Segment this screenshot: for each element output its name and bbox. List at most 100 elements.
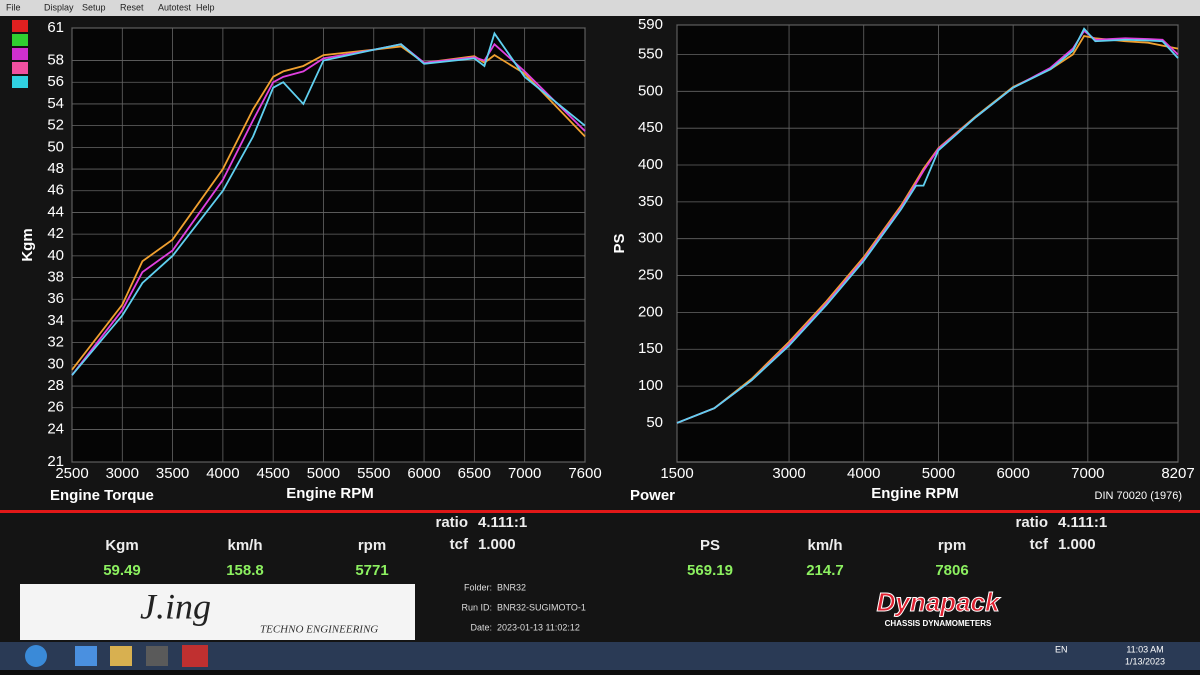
menu-item[interactable]: Reset [120,2,144,12]
readout-label: PS [700,537,720,554]
x-tick-label: 3500 [156,465,189,482]
taskbar [0,642,1200,670]
y-tick-label: 450 [638,119,663,136]
x-tick-label: 4000 [206,465,239,482]
menu-item[interactable]: Autotest [158,2,192,12]
y-axis-label: Kgm [19,228,36,261]
y-tick-label: 50 [47,138,64,155]
x-tick-label: 5000 [922,465,955,482]
y-tick-label: 34 [47,312,64,329]
menu-item[interactable]: File [6,2,21,12]
app-icon[interactable] [110,646,132,666]
menu-item[interactable]: Help [196,2,215,12]
x-tick-label: 5000 [307,465,340,482]
ratio-value: 4.111:1 [478,514,527,531]
series-line [676,27,1179,424]
tcf-label: tcf [450,536,469,553]
y-tick-label: 550 [638,45,663,62]
app-icon[interactable] [75,646,97,666]
y-tick-label: 24 [47,420,64,437]
menu-item[interactable]: Setup [82,2,106,12]
brand-tagline: CHASSIS DYNAMOMETERS [885,619,992,628]
start-button[interactable] [25,645,47,667]
x-tick-label: 1500 [660,465,693,482]
y-tick-label: 590 [638,16,663,33]
brand: Dynapack [877,587,1001,617]
y-tick-label: 32 [47,334,64,351]
y-tick-label: 100 [638,377,663,394]
x-tick-label: 4500 [256,465,289,482]
readout-label: rpm [938,537,966,554]
y-tick-label: 350 [638,193,663,210]
y-tick-label: 58 [47,52,64,69]
readout-value: 7806 [935,562,968,579]
language: EN [1055,644,1068,654]
y-tick-label: 150 [638,340,663,357]
y-tick-label: 40 [47,247,64,264]
standard: DIN 70020 (1976) [1095,490,1182,502]
y-tick-label: 36 [47,290,64,307]
x-tick-label: 5500 [357,465,390,482]
x-tick-label: 3000 [106,465,139,482]
ratio-value: 4.111:1 [1058,514,1107,531]
readout-label: km/h [807,537,842,554]
x-tick-label: 7000 [1071,465,1104,482]
info-label: Date: [470,622,492,632]
plot-area [676,24,1179,463]
y-tick-label: 400 [638,156,663,173]
info-value: BNR32 [497,582,526,592]
readout-value: 5771 [355,562,388,579]
readout-label: Kgm [105,537,138,554]
x-tick-label: 7600 [568,465,601,482]
y-tick-label: 500 [638,82,663,99]
y-tick-label: 21 [47,453,64,470]
menu-item[interactable]: Display [44,2,74,12]
tcf-value: 1.000 [1058,536,1096,553]
clock-date: 1/13/2023 [1125,656,1165,666]
readouts: ratio 4.111:1 tcf 1.000 Kgm 59.49 km/h 158.8 rpm… [103,514,1107,579]
readout-label: km/h [227,537,262,554]
x-axis-label: Engine RPM [286,485,374,502]
app-icon[interactable] [182,645,208,667]
logo-tagline: TECHNO ENGINEERING [260,624,378,636]
y-tick-label: 200 [638,303,663,320]
x-tick-label: 2500 [55,465,88,482]
y-tick-label: 56 [47,73,64,90]
y-tick-label: 30 [47,355,64,372]
ratio-label: ratio [1015,514,1048,531]
run-info: Folder: BNR32 Run ID: BNR32-SUGIMOTO-1 Date:… [461,582,585,632]
clock-time: 11:03 AM [1126,644,1163,654]
y-tick-label: 300 [638,230,663,247]
charts: 21 24 26 28 30 32 34 36 38 40 42 44 46 48 50 52 54 56 58 61… [19,16,1195,504]
chart-title: Power [630,487,675,504]
x-tick-label: 6000 [996,465,1029,482]
plot-area [71,27,586,463]
y-tick-label: 50 [646,414,663,431]
chart-title: Engine Torque [50,487,154,504]
info-label: Run ID: [461,602,492,612]
logo: J.ing [140,586,211,626]
y-tick-label: 42 [47,225,64,242]
y-tick-label: 46 [47,182,64,199]
x-tick-label: 6500 [458,465,491,482]
legend-swatches [12,20,28,88]
readout-value: 158.8 [226,562,264,579]
x-tick-label: 4000 [847,465,880,482]
x-tick-label: 3000 [772,465,805,482]
app-icon[interactable] [146,646,168,666]
y-tick-label: 52 [47,117,64,134]
separator [0,510,1200,513]
y-tick-label: 48 [47,160,64,177]
y-tick-label: 250 [638,267,663,284]
logo-box [20,584,415,640]
y-tick-label: 38 [47,269,64,286]
info-value: BNR32-SUGIMOTO-1 [497,602,586,612]
y-tick-label: 26 [47,399,64,416]
y-tick-label: 54 [47,95,64,112]
info-value: 2023-01-13 11:02:12 [497,622,580,632]
readout-value: 569.19 [687,562,733,579]
tcf-value: 1.000 [478,536,516,553]
x-tick-label: 6000 [407,465,440,482]
menu: File Display Setup Reset Autotest Help [6,2,215,12]
